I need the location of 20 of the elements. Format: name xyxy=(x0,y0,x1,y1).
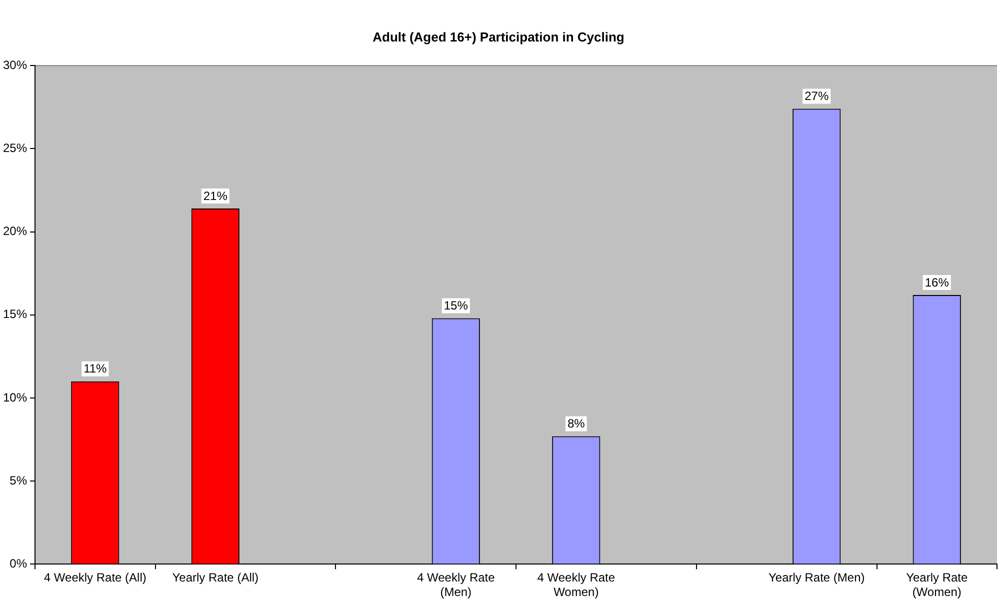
x-tick-label: 4 Weekly Rate (All) xyxy=(44,570,146,585)
data-label: 27% xyxy=(804,89,829,104)
y-tick-label: 5% xyxy=(10,473,28,488)
chart-title: Adult (Aged 16+) Participation in Cycling xyxy=(372,29,624,44)
x-tick-label: Yearly Rate (All) xyxy=(172,570,259,585)
y-tick-label: 20% xyxy=(2,224,28,238)
y-tick-label: 25% xyxy=(2,141,28,156)
y-tick-label: 15% xyxy=(2,307,28,322)
data-label: 8% xyxy=(567,416,586,431)
x-tick-label: Yearly Rate (Men) xyxy=(768,570,865,585)
x-tick-label: 4 Weekly Rate Women) xyxy=(537,570,616,600)
data-label: 11% xyxy=(84,362,108,376)
data-label: 15% xyxy=(444,298,468,313)
y-tick-label: 10% xyxy=(2,390,28,404)
x-tick-label: 4 Weekly Rate (Men) xyxy=(416,570,496,600)
data-label: 16% xyxy=(924,275,950,290)
y-tick-label: 0% xyxy=(10,556,28,571)
data-label: 21% xyxy=(203,188,228,203)
x-tick-label: Yearly Rate (Women) xyxy=(906,570,968,600)
y-tick-label: 30% xyxy=(2,58,28,72)
